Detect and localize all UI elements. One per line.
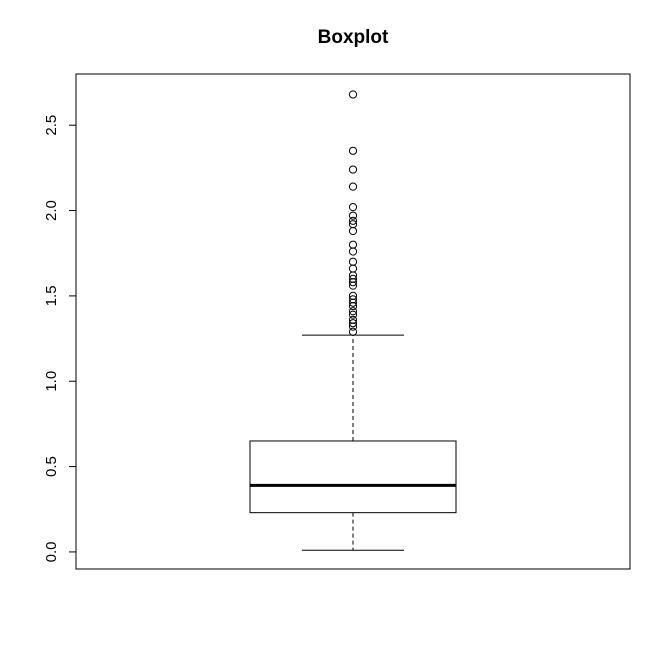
outlier-point bbox=[348, 291, 358, 300]
iqr-box bbox=[249, 440, 457, 514]
outlier-point bbox=[348, 307, 358, 316]
outlier-point bbox=[348, 182, 358, 191]
y-axis: 0.0 0.5 1.0 1.5 2.0 2.5 bbox=[43, 115, 77, 563]
outlier-point bbox=[348, 257, 358, 266]
outlier-point bbox=[348, 310, 358, 319]
outlier-point bbox=[348, 220, 358, 229]
outlier-point bbox=[348, 146, 358, 155]
chart-title: Boxplot bbox=[318, 27, 389, 48]
y-tick-label: 0.5 bbox=[43, 456, 60, 477]
outlier-points bbox=[348, 90, 358, 336]
y-tick-label: 2.0 bbox=[43, 200, 60, 221]
outlier-point bbox=[348, 295, 358, 304]
outlier-point bbox=[348, 216, 358, 225]
outlier-point bbox=[348, 211, 358, 220]
outlier-point bbox=[348, 165, 358, 174]
outlier-point bbox=[348, 315, 358, 324]
outlier-point bbox=[348, 203, 358, 212]
outlier-point bbox=[348, 90, 358, 99]
y-tick-label: 1.5 bbox=[43, 285, 60, 306]
outlier-point bbox=[348, 226, 358, 236]
outlier-point bbox=[348, 247, 358, 256]
outlier-point bbox=[348, 240, 358, 249]
outlier-point bbox=[348, 274, 358, 283]
outlier-point bbox=[348, 319, 358, 328]
box-group bbox=[249, 334, 457, 551]
y-tick-label: 0.0 bbox=[43, 542, 60, 563]
y-tick-label: 2.5 bbox=[43, 115, 60, 136]
outlier-point bbox=[348, 264, 358, 273]
y-tick-label: 1.0 bbox=[43, 371, 60, 392]
outlier-point bbox=[348, 327, 358, 336]
